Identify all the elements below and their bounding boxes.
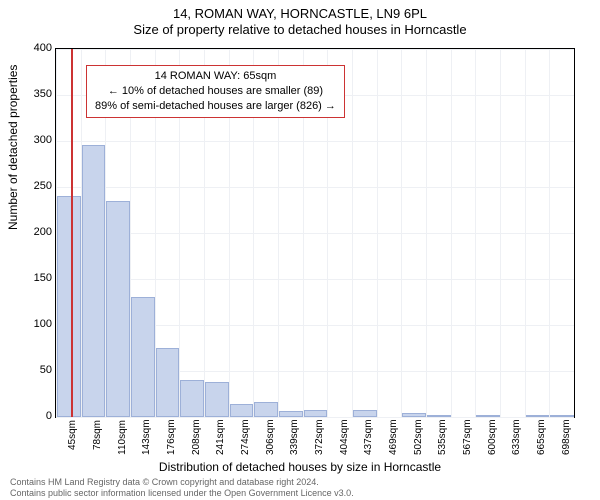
histogram-bar [476, 415, 500, 417]
x-tick-label: 306sqm [265, 420, 276, 455]
x-tick-label: 372sqm [314, 420, 325, 455]
x-tick-label: 502sqm [413, 420, 424, 455]
gridline-h [56, 49, 574, 50]
x-tick-label: 633sqm [511, 420, 522, 455]
x-tick-label: 437sqm [363, 420, 374, 455]
histogram-bar [156, 348, 180, 417]
footer-line1: Contains HM Land Registry data © Crown c… [10, 477, 354, 487]
annotation-line: ← 10% of detached houses are smaller (89… [95, 84, 336, 99]
x-tick-label: 143sqm [141, 420, 152, 455]
histogram-bar [131, 297, 155, 417]
annotation-box: 14 ROMAN WAY: 65sqm← 10% of detached hou… [86, 65, 345, 118]
x-tick-label: 208sqm [191, 420, 202, 455]
gridline-v [377, 49, 378, 417]
x-tick-label: 241sqm [215, 420, 226, 455]
title-block: 14, ROMAN WAY, HORNCASTLE, LN9 6PL Size … [0, 0, 600, 37]
y-tick-label: 200 [22, 226, 52, 238]
histogram-bar [402, 413, 426, 417]
gridline-v [500, 49, 501, 417]
gridline-v [352, 49, 353, 417]
gridline-v [475, 49, 476, 417]
gridline-v [525, 49, 526, 417]
x-tick-label: 600sqm [487, 420, 498, 455]
gridline-h [56, 233, 574, 234]
histogram-bar [427, 415, 451, 417]
y-tick-label: 0 [22, 410, 52, 422]
x-tick-label: 78sqm [92, 420, 103, 455]
y-tick-label: 300 [22, 134, 52, 146]
x-tick-label: 274sqm [240, 420, 251, 455]
x-tick-label: 176sqm [166, 420, 177, 455]
histogram-bar [526, 415, 550, 417]
y-tick-label: 50 [22, 364, 52, 376]
histogram-bar [205, 382, 229, 417]
annotation-line: 14 ROMAN WAY: 65sqm [95, 69, 336, 84]
histogram-bar [82, 145, 106, 417]
x-tick-label: 339sqm [289, 420, 300, 455]
x-tick-label: 698sqm [561, 420, 572, 455]
footer-attribution: Contains HM Land Registry data © Crown c… [10, 477, 354, 498]
plot-area: 14 ROMAN WAY: 65sqm← 10% of detached hou… [55, 48, 575, 418]
reference-line [71, 49, 73, 417]
gridline-v [426, 49, 427, 417]
histogram-bar [180, 380, 204, 417]
gridline-v [401, 49, 402, 417]
histogram-bar [230, 404, 254, 417]
y-tick-label: 250 [22, 180, 52, 192]
x-tick-label: 45sqm [67, 420, 78, 455]
y-tick-label: 350 [22, 88, 52, 100]
gridline-h [56, 141, 574, 142]
gridline-v [451, 49, 452, 417]
histogram-bar [57, 196, 81, 417]
gridline-h [56, 187, 574, 188]
gridline-v [549, 49, 550, 417]
y-axis-label: Number of detached properties [6, 65, 20, 230]
title-address: 14, ROMAN WAY, HORNCASTLE, LN9 6PL [0, 6, 600, 21]
gridline-h [56, 279, 574, 280]
histogram-bar [279, 411, 303, 417]
x-tick-label: 110sqm [117, 420, 128, 455]
y-tick-label: 150 [22, 272, 52, 284]
title-subtitle: Size of property relative to detached ho… [0, 22, 600, 37]
histogram-bar [550, 415, 574, 417]
x-tick-label: 567sqm [462, 420, 473, 455]
x-tick-label: 665sqm [536, 420, 547, 455]
footer-line2: Contains public sector information licen… [10, 488, 354, 498]
x-tick-label: 404sqm [339, 420, 350, 455]
chart-container: 14, ROMAN WAY, HORNCASTLE, LN9 6PL Size … [0, 0, 600, 500]
annotation-line: 89% of semi-detached houses are larger (… [95, 99, 336, 114]
x-axis-label: Distribution of detached houses by size … [0, 460, 600, 474]
histogram-bar [254, 402, 278, 417]
histogram-bar [106, 201, 130, 417]
y-tick-label: 100 [22, 318, 52, 330]
y-tick-label: 400 [22, 42, 52, 54]
histogram-bar [304, 410, 328, 417]
gridline-h [56, 417, 574, 418]
histogram-bar [353, 410, 377, 417]
x-tick-label: 535sqm [437, 420, 448, 455]
x-tick-label: 469sqm [388, 420, 399, 455]
